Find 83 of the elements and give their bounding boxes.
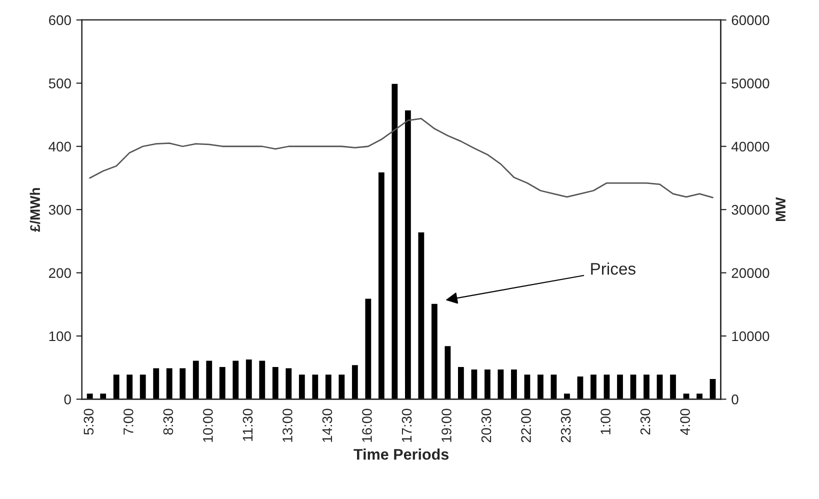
bar — [642, 373, 651, 400]
bar — [98, 392, 108, 400]
bar — [125, 373, 134, 400]
bar — [86, 392, 94, 400]
bar — [602, 373, 612, 400]
bar — [298, 373, 306, 400]
x-axis-title: Time Periods — [354, 448, 449, 460]
bar — [416, 231, 426, 400]
bar — [470, 368, 479, 400]
x-tick-label: 7:00 — [124, 408, 134, 435]
bar — [350, 364, 360, 400]
y2-axis-title: MW — [776, 197, 786, 221]
bar — [682, 392, 691, 400]
y2-tick-label: 10000 — [732, 331, 770, 342]
bar — [324, 373, 333, 400]
bar — [165, 366, 174, 400]
x-tick-label: 22:00 — [521, 408, 531, 442]
y-tick-label: 500 — [48, 78, 71, 88]
bar — [404, 109, 412, 400]
bar — [576, 375, 585, 400]
y-tick-label: 0 — [64, 394, 71, 404]
y2-tick-label: 40000 — [731, 142, 770, 152]
bar — [204, 359, 214, 400]
bar — [377, 170, 386, 400]
bar — [483, 368, 492, 400]
bar — [112, 373, 121, 400]
y-tick-label: 200 — [49, 268, 71, 278]
bar — [708, 378, 718, 400]
line-series — [89, 118, 714, 198]
bar — [178, 366, 187, 400]
bar — [536, 373, 545, 400]
x-tick-label: 16:00 — [362, 408, 372, 442]
x-tick-label: 1:00 — [600, 408, 610, 434]
x-tick-label: 4:00 — [680, 408, 690, 435]
bar — [655, 373, 664, 400]
y-tick-label: 400 — [48, 142, 71, 152]
annotation: Prices — [591, 262, 636, 275]
bar — [390, 82, 400, 400]
bar — [496, 368, 506, 400]
bar — [668, 373, 678, 400]
y2-tick-label: 30000 — [732, 204, 770, 215]
y-tick-label: 600 — [49, 15, 71, 26]
y2-tick-label: 50000 — [732, 78, 770, 88]
x-tick-label: 17:30 — [402, 408, 412, 442]
bar — [510, 368, 518, 400]
bar — [244, 358, 254, 400]
x-tick-label: 14:30 — [322, 408, 332, 442]
x-tick-label: 5:30 — [84, 408, 94, 435]
bar — [138, 373, 148, 400]
x-tick-label: 20:30 — [481, 408, 492, 442]
bar — [522, 373, 532, 400]
y2-tick-label: 60000 — [732, 15, 770, 26]
x-tick-label: 13:00 — [282, 408, 292, 442]
x-tick-label: 2:30 — [640, 408, 650, 435]
bar — [152, 366, 160, 400]
x-tick-label: 8:30 — [163, 408, 174, 435]
bar — [628, 373, 638, 400]
bar — [284, 366, 293, 400]
bar — [456, 366, 466, 400]
bar — [695, 392, 704, 400]
bar — [192, 359, 200, 400]
x-tick-label: 19:00 — [442, 408, 452, 442]
bar — [271, 366, 280, 400]
bar — [616, 373, 624, 400]
x-tick-label: 10:00 — [203, 408, 213, 442]
bar — [589, 373, 598, 400]
bar — [562, 392, 572, 400]
bar — [364, 297, 373, 400]
x-tick-label: 23:30 — [560, 408, 571, 442]
bar — [337, 373, 346, 400]
bar — [430, 302, 439, 400]
bar — [310, 373, 320, 400]
x-tick-label: 11:30 — [242, 408, 253, 441]
y-tick-label: 300 — [48, 204, 71, 215]
y-axis-title: £/MWh — [30, 188, 40, 232]
y2-tick-label: 20000 — [732, 268, 770, 278]
bar — [218, 366, 227, 400]
y2-tick-label: 0 — [732, 394, 738, 404]
bar — [443, 344, 452, 400]
bar — [231, 359, 240, 400]
bar — [549, 373, 558, 400]
y-tick-label: 100 — [49, 331, 71, 342]
bar — [258, 359, 266, 400]
